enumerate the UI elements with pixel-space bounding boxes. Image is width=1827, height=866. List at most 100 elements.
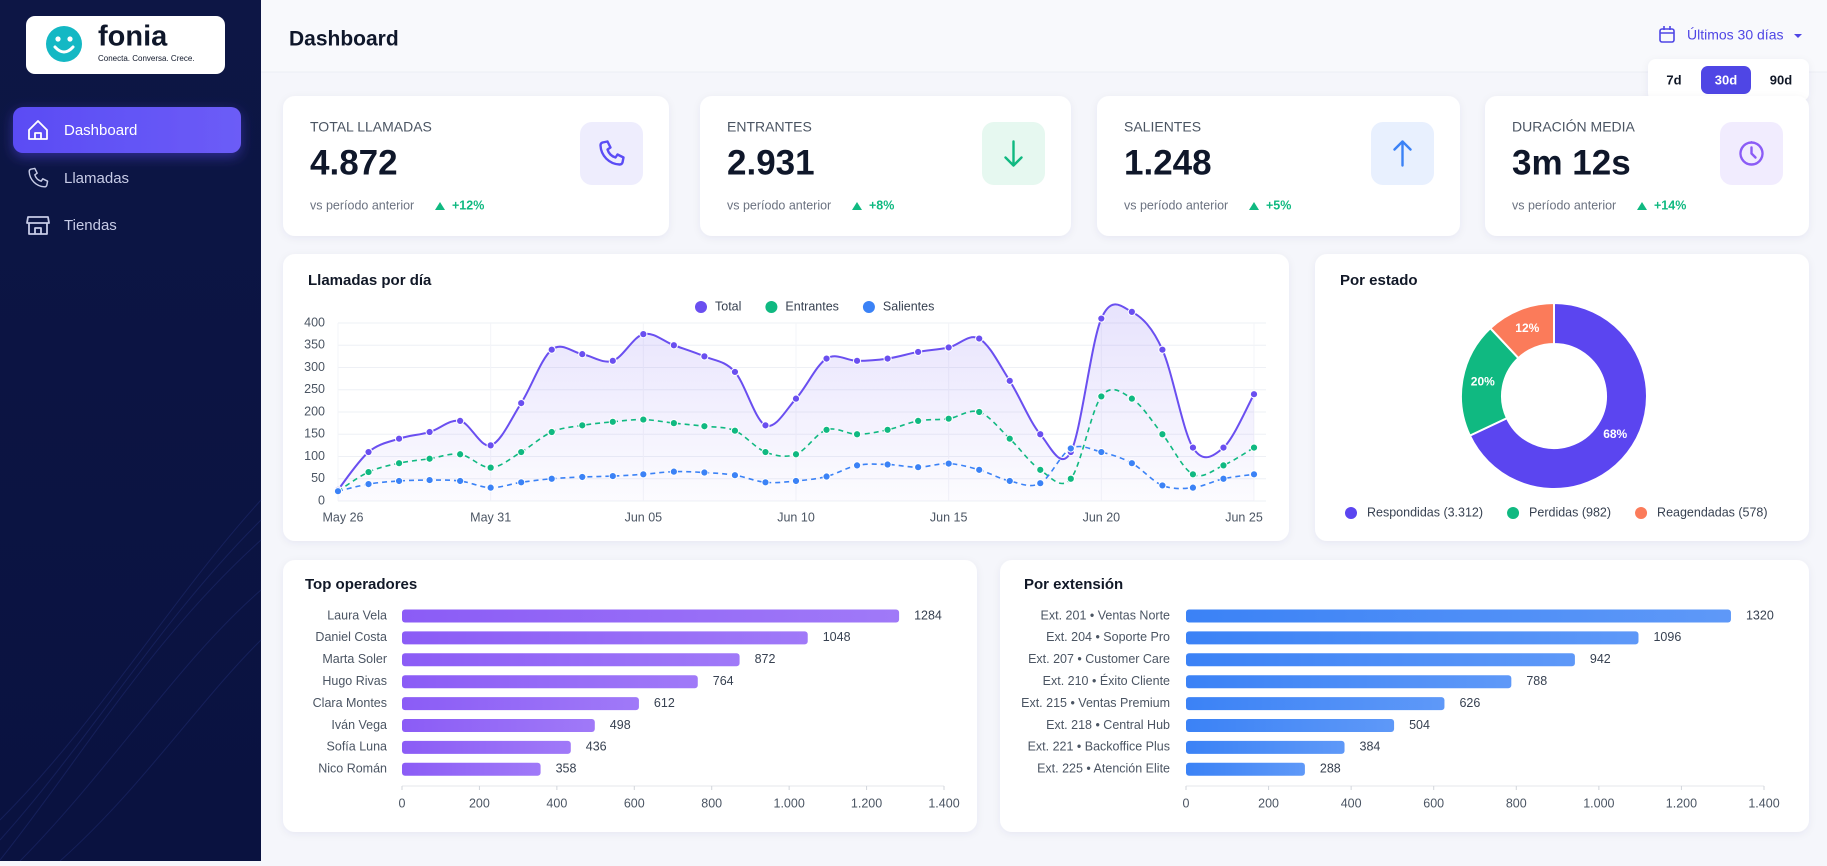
- x-tick-label: 1.400: [928, 796, 959, 810]
- donut-label: 20%: [1471, 375, 1495, 389]
- legend-swatch: [1635, 507, 1648, 519]
- line-point: [975, 334, 984, 343]
- line-point: [761, 447, 770, 457]
- line-point: [944, 343, 953, 352]
- line-point: [1249, 390, 1259, 399]
- line-point: [944, 459, 953, 468]
- line-point: [486, 483, 495, 492]
- x-tick-label: Jun 10: [777, 510, 815, 524]
- x-tick-label: 600: [624, 796, 645, 810]
- line-point: [761, 478, 770, 487]
- range-option[interactable]: 7d: [1666, 72, 1681, 87]
- y-tick-label: 250: [304, 382, 325, 396]
- kpi-change: +5%: [1266, 198, 1291, 212]
- line-point: [639, 330, 648, 339]
- legend-swatch: [1507, 507, 1520, 519]
- bar-category: Daniel Costa: [315, 630, 387, 644]
- line-point: [730, 426, 740, 435]
- icon-phone: [28, 167, 49, 188]
- line-point: [1036, 479, 1045, 488]
- line-point: [1097, 314, 1106, 323]
- bar: [402, 653, 740, 667]
- kpi-card: [1097, 96, 1460, 236]
- line-point: [1249, 443, 1259, 452]
- kpi-note: vs período anterior: [727, 198, 831, 212]
- line-point: [1036, 465, 1045, 474]
- kpi-change: +12%: [452, 198, 484, 212]
- bar: [402, 697, 639, 711]
- bar-category: Sofía Luna: [327, 740, 388, 754]
- bar-category: Ext. 215 • Ventas Premium: [1021, 696, 1170, 710]
- line-point: [364, 467, 373, 477]
- line-point: [975, 407, 984, 417]
- y-tick-label: 50: [311, 471, 325, 485]
- line-point: [608, 417, 617, 426]
- line-point: [547, 427, 556, 437]
- line-point: [852, 356, 862, 365]
- bar: [1186, 719, 1395, 732]
- y-tick-label: 300: [304, 360, 325, 374]
- bar: [402, 762, 541, 776]
- legend-label: Salientes: [883, 299, 934, 313]
- nav-active[interactable]: [13, 107, 241, 153]
- icon-calendar[interactable]: [1659, 26, 1675, 43]
- x-tick-label: Jun 05: [625, 510, 663, 524]
- bar: [1186, 631, 1639, 645]
- kpi-trend-icon: [1249, 202, 1259, 210]
- nav-item[interactable]: Tiendas: [64, 217, 117, 234]
- bar: [1186, 653, 1575, 667]
- line-point: [608, 356, 617, 365]
- line-point: [394, 434, 404, 443]
- bar-category: Ext. 218 • Central Hub: [1046, 718, 1170, 732]
- range-select[interactable]: Últimos 30 días: [1687, 27, 1783, 43]
- range-option[interactable]: 30d: [1715, 72, 1737, 87]
- bar: [1186, 675, 1512, 689]
- nav-item[interactable]: Llamadas: [64, 170, 129, 187]
- line-point: [1127, 459, 1136, 468]
- line-point: [883, 425, 892, 434]
- bar-category: Laura Vela: [327, 608, 387, 622]
- x-tick-label: 0: [399, 796, 406, 810]
- line-point: [852, 461, 862, 470]
- chart-card: [1315, 254, 1809, 541]
- bar: [402, 631, 808, 645]
- line-point: [1219, 443, 1228, 452]
- bar-category: Ext. 221 • Backoffice Plus: [1028, 740, 1170, 754]
- nav-item[interactable]: Dashboard: [64, 122, 137, 139]
- line-point: [1005, 476, 1014, 486]
- line-point: [456, 450, 465, 459]
- y-tick-label: 150: [304, 427, 325, 441]
- line-point: [822, 472, 831, 481]
- x-tick-label: Jun 15: [930, 510, 968, 524]
- donut-segment: [1468, 301, 1648, 490]
- kpi-card: [700, 96, 1071, 236]
- line-point: [1097, 392, 1106, 401]
- bar: [1186, 697, 1445, 711]
- line-point: [1158, 345, 1167, 354]
- line-point: [1219, 461, 1228, 470]
- x-tick-label: 400: [1341, 796, 1362, 810]
- icon-home: [28, 120, 48, 140]
- line-point: [608, 471, 617, 481]
- line-point: [456, 416, 465, 425]
- legend-label: Total: [715, 299, 741, 313]
- line-point: [669, 341, 678, 350]
- line-point: [394, 459, 404, 468]
- line-point: [791, 476, 801, 486]
- bar-value: 288: [1320, 762, 1341, 776]
- x-tick-label: 1.200: [851, 796, 882, 810]
- chart-card: [283, 560, 977, 832]
- line-point: [975, 465, 984, 474]
- line-point: [669, 467, 678, 476]
- line-point: [486, 463, 495, 472]
- y-tick-label: 400: [304, 315, 325, 329]
- range-option[interactable]: 90d: [1770, 72, 1792, 87]
- legend-swatch: [862, 301, 875, 313]
- line-point: [669, 419, 678, 428]
- line-point: [944, 414, 953, 423]
- line-point: [425, 475, 434, 485]
- x-tick-label: Jun 25: [1225, 510, 1263, 524]
- chevron: [1794, 34, 1802, 38]
- x-tick-label: 400: [546, 796, 567, 810]
